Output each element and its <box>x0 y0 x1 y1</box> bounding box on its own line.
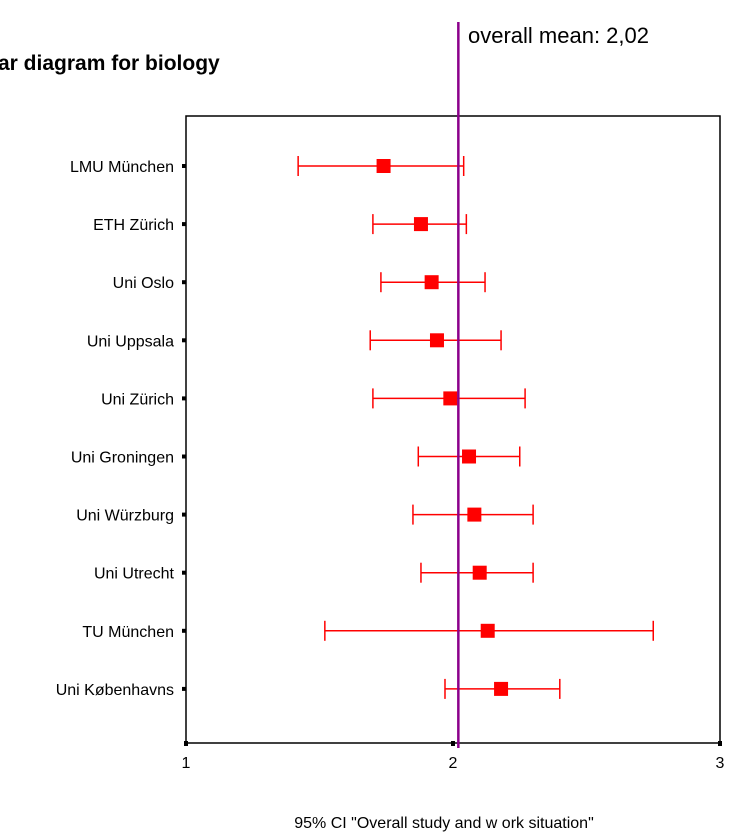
category-label: TU München <box>82 624 174 641</box>
category-tick <box>182 164 186 168</box>
category-label: Uni Groningen <box>71 450 174 467</box>
category-tick <box>182 686 186 691</box>
category-tick <box>182 454 186 459</box>
x-tick-label: 2 <box>449 755 458 772</box>
x-tick-label: 1 <box>182 755 191 772</box>
data-rows: LMU München ETH Zürich Uni Oslo Uni Uppsala… <box>56 156 654 699</box>
category-tick <box>182 628 186 633</box>
category-label: Uni Utrecht <box>94 566 175 583</box>
category-tick <box>182 338 186 343</box>
mean-marker <box>462 449 477 464</box>
overall-mean-label: overall mean: 2,02 <box>468 23 649 48</box>
category-label: ETH Zürich <box>93 217 174 234</box>
mean-marker <box>494 681 509 696</box>
category-tick <box>182 222 186 227</box>
mean-marker <box>467 507 482 522</box>
x-tick-mark <box>718 741 722 746</box>
mean-marker <box>413 217 428 232</box>
category-label: Uni Würzburg <box>76 508 174 525</box>
mean-marker <box>480 623 495 638</box>
category-label: Uni Oslo <box>113 275 174 292</box>
category-label: Uni Uppsala <box>87 333 174 350</box>
chart-title: ar diagram for biology <box>0 52 220 75</box>
x-tick-label: 3 <box>716 755 725 772</box>
category-tick <box>182 396 186 401</box>
mean-marker <box>429 333 444 348</box>
x-tick-mark <box>184 741 188 746</box>
x-axis: 1 2 3 <box>182 741 725 772</box>
category-tick <box>182 570 186 575</box>
mean-marker <box>424 275 439 290</box>
plot-area <box>185 115 721 744</box>
category-label: LMU München <box>70 159 174 176</box>
x-axis-title: 95% CI "Overall study and w ork situatio… <box>294 815 594 832</box>
category-tick <box>182 280 186 285</box>
mean-marker <box>443 391 458 406</box>
mean-marker <box>472 565 487 580</box>
category-label: Uni Københavns <box>56 682 174 699</box>
category-tick <box>182 512 186 517</box>
x-tick-mark <box>451 741 455 746</box>
category-label: Uni Zürich <box>101 391 174 408</box>
mean-marker <box>376 159 391 173</box>
